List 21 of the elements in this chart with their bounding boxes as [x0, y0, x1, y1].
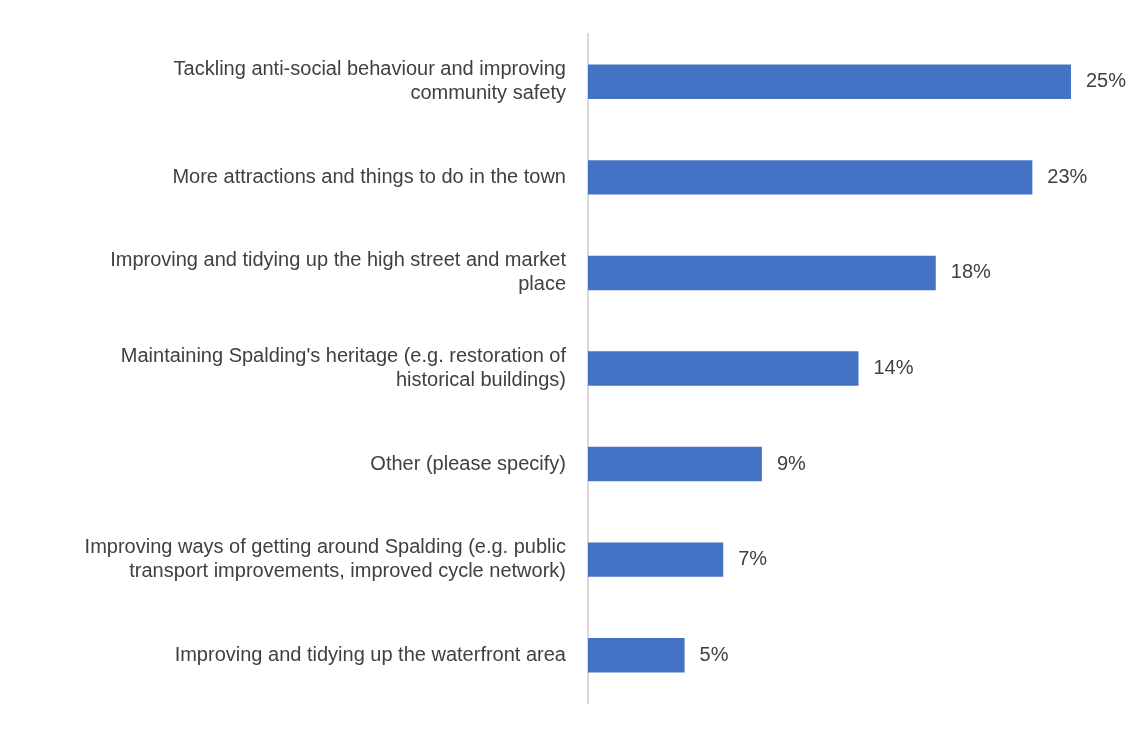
y-tick-label: Maintaining Spalding's heritage (e.g. restoration of historical buildings) — [120, 344, 567, 391]
data-label: 14% — [873, 356, 914, 379]
data-label: 5% — [699, 642, 729, 665]
bar — [588, 64, 1071, 99]
y-tick-label: Improving and tidying up the high street and market place — [110, 248, 567, 295]
data-label: 9% — [776, 451, 806, 474]
y-tick-label: Tackling anti-social behaviour and improving community safety — [173, 57, 566, 104]
bar — [588, 255, 936, 291]
y-tick-label: Improving ways of getting around Spalding (e.g. public transport improvements, improved cycle network) — [84, 535, 566, 582]
data-label: 25% — [1086, 69, 1127, 92]
bar — [588, 351, 859, 386]
bar — [588, 638, 685, 673]
bar — [588, 446, 762, 482]
y-tick-label: Improving and tidying up the waterfront area — [174, 642, 567, 665]
y-tick-label: Other (please specify) — [370, 451, 566, 474]
bar — [588, 160, 1033, 195]
bar — [588, 542, 724, 577]
data-label: 23% — [1047, 164, 1088, 187]
y-tick-label: More attractions and things to do in the town — [172, 164, 566, 187]
data-label: 7% — [738, 547, 768, 570]
data-label: 18% — [950, 260, 992, 283]
